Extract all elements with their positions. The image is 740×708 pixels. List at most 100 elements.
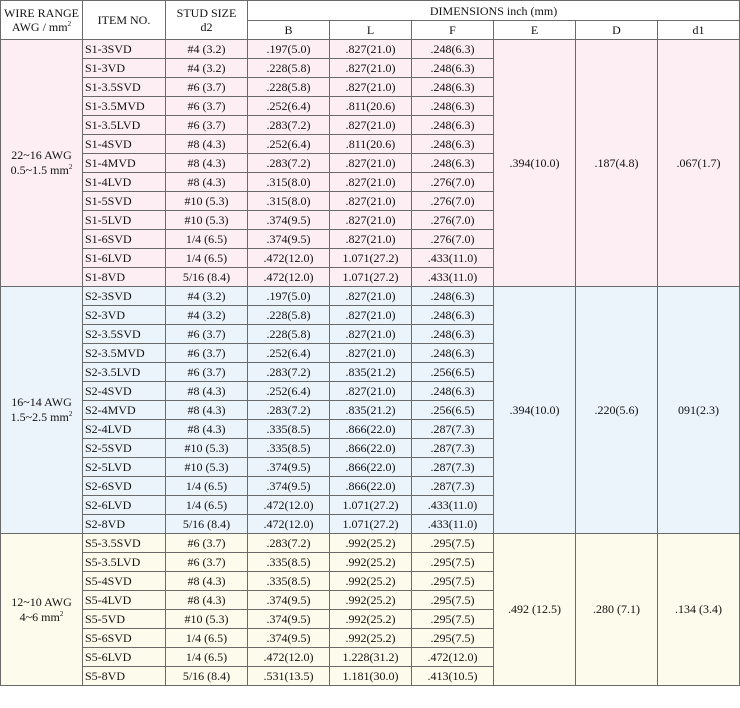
- dim-f-cell: .433(11.0): [411, 514, 494, 534]
- item-no-cell: S2-3.5LVD: [82, 362, 166, 382]
- dim-f-cell: .248(6.3): [411, 343, 494, 363]
- dim-b-cell: .315(8.0): [247, 191, 330, 211]
- dim-f-cell: .295(7.5): [411, 609, 494, 629]
- dim-l-cell: .835(21.2): [329, 362, 412, 382]
- dim-f-cell: .248(6.3): [411, 39, 494, 59]
- stud-size-cell: 1/4 (6.5): [165, 628, 248, 648]
- dim-b-cell: .252(6.4): [247, 381, 330, 401]
- item-no-cell: S1-3.5MVD: [82, 96, 166, 116]
- dim-d-cell: .187(4.8): [575, 39, 658, 287]
- item-no-cell: S2-4MVD: [82, 400, 166, 420]
- col-d1-header: d1: [656, 20, 740, 40]
- item-no-cell: S5-4LVD: [82, 590, 166, 610]
- item-no-cell: S1-6LVD: [82, 248, 166, 268]
- table-row: 12~10 AWG 4~6 mm2 S5-3.5SVD #6 (3.7) .283(7.…: [0, 533, 740, 686]
- dim-l-cell: 1.071(27.2): [329, 495, 412, 515]
- item-no-cell: S2-3VD: [82, 305, 166, 325]
- dim-f-cell: .433(11.0): [411, 495, 494, 515]
- stud-size-cell: #8 (4.3): [165, 590, 248, 610]
- stud-size-cell: #10 (5.3): [165, 438, 248, 458]
- dim-e-cell: .394(10.0): [493, 39, 576, 287]
- dim-d-cell: .220(5.6): [575, 286, 658, 534]
- dim-b-cell: .228(5.8): [247, 58, 330, 78]
- wire-awg: 12~10 AWG: [11, 594, 72, 609]
- stud-size-cell: #6 (3.7): [165, 96, 248, 116]
- stud-size-cell: #8 (4.3): [165, 134, 248, 154]
- wire-mm: 0.5~1.5 mm: [10, 163, 69, 177]
- table-row: S5-6LVD 1/4 (6.5) .472(12.0) 1.228(31.2) .47…: [1, 647, 740, 667]
- stud-size-cell: #10 (5.3): [165, 210, 248, 230]
- dim-l-cell: .866(22.0): [329, 476, 412, 496]
- dim-b-cell: .374(9.5): [247, 229, 330, 249]
- dim-l-cell: .992(25.2): [329, 590, 412, 610]
- col-l-header: L: [329, 20, 412, 40]
- wire-range-cell: 12~10 AWG 4~6 mm2: [0, 533, 83, 686]
- stud-size-cell: 1/4 (6.5): [165, 229, 248, 249]
- dimensions-table: WIRE RANGE AWG / mm2 ITEM NO. STUD SIZE …: [0, 0, 740, 686]
- dim-d1-cell: .067(1.7): [656, 39, 740, 287]
- item-no-cell: S1-3.5SVD: [82, 77, 166, 97]
- stud-size-cell: 5/16 (8.4): [165, 666, 248, 686]
- item-no-cell: S5-3.5SVD: [82, 533, 166, 553]
- wire-mm-sup: 2: [68, 163, 73, 171]
- col-e-header: E: [493, 20, 576, 40]
- stud-size-header: STUD SIZE d2: [165, 0, 248, 40]
- dim-f-cell: .433(11.0): [411, 267, 494, 287]
- dim-f-cell: .248(6.3): [411, 58, 494, 78]
- table-row: S1-5LVD #10 (5.3) .374(9.5) .827(21.0) .276(…: [1, 210, 740, 230]
- table-row: S2-8VD 5/16 (8.4) .472(12.0) 1.071(27.2) .43…: [1, 514, 740, 534]
- dim-l-cell: .827(21.0): [329, 172, 412, 192]
- stud-size-cell: #6 (3.7): [165, 552, 248, 572]
- wire-unit-label: AWG / mm: [11, 20, 68, 34]
- dim-f-cell: .287(7.3): [411, 438, 494, 458]
- dim-b-cell: .228(5.8): [247, 77, 330, 97]
- dim-b-cell: .252(6.4): [247, 134, 330, 154]
- wire-range-label: WIRE RANGE: [4, 6, 79, 20]
- item-no-cell: S1-4LVD: [82, 172, 166, 192]
- dim-l-cell: .992(25.2): [329, 533, 412, 553]
- stud-size-cell: 1/4 (6.5): [165, 476, 248, 496]
- dim-b-cell: .283(7.2): [247, 400, 330, 420]
- wire-range-cell: 16~14 AWG 1.5~2.5 mm2: [0, 286, 83, 534]
- dim-f-cell: .248(6.3): [411, 381, 494, 401]
- item-no-cell: S5-6LVD: [82, 647, 166, 667]
- stud-size-cell: #4 (3.2): [165, 286, 248, 306]
- dim-f-cell: .287(7.3): [411, 457, 494, 477]
- dim-b-cell: .315(8.0): [247, 172, 330, 192]
- dim-f-cell: .276(7.0): [411, 172, 494, 192]
- table-row: S2-3.5LVD #6 (3.7) .283(7.2) .835(21.2) .256…: [1, 362, 740, 382]
- stud-size-cell: #6 (3.7): [165, 343, 248, 363]
- dim-f-cell: .472(12.0): [411, 647, 494, 667]
- table-row: S5-5VD #10 (5.3) .374(9.5) .992(25.2) .295(7…: [1, 609, 740, 629]
- item-no-cell: S1-5SVD: [82, 191, 166, 211]
- dim-f-cell: .248(6.3): [411, 134, 494, 154]
- dim-l-cell: 1.228(31.2): [329, 647, 412, 667]
- dim-l-cell: .866(22.0): [329, 457, 412, 477]
- dim-b-cell: .335(8.5): [247, 438, 330, 458]
- dim-l-cell: .827(21.0): [329, 39, 412, 59]
- stud-size-cell: #10 (5.3): [165, 457, 248, 477]
- dim-b-cell: .374(9.5): [247, 210, 330, 230]
- item-no-cell: S5-8VD: [82, 666, 166, 686]
- stud-size-cell: #6 (3.7): [165, 362, 248, 382]
- dim-l-cell: .992(25.2): [329, 571, 412, 591]
- dim-b-cell: .283(7.2): [247, 153, 330, 173]
- dim-b-cell: .197(5.0): [247, 39, 330, 59]
- item-no-header: ITEM NO.: [82, 0, 166, 40]
- dim-l-cell: .811(20.6): [329, 134, 412, 154]
- item-no-cell: S2-6SVD: [82, 476, 166, 496]
- dim-f-cell: .248(6.3): [411, 115, 494, 135]
- stud-size-cell: 5/16 (8.4): [165, 514, 248, 534]
- stud-size-cell: #8 (4.3): [165, 381, 248, 401]
- wire-range-header: WIRE RANGE AWG / mm2: [0, 0, 83, 40]
- dim-f-cell: .248(6.3): [411, 96, 494, 116]
- stud-size-cell: #8 (4.3): [165, 400, 248, 420]
- wire-unit-sup: 2: [67, 20, 72, 28]
- table-row: S5-6SVD 1/4 (6.5) .374(9.5) .992(25.2) .295(…: [1, 628, 740, 648]
- dim-f-cell: .287(7.3): [411, 419, 494, 439]
- dim-f-cell: .295(7.5): [411, 552, 494, 572]
- stud-size-cell: #8 (4.3): [165, 172, 248, 192]
- item-no-cell: S5-5VD: [82, 609, 166, 629]
- table-row: S2-6LVD 1/4 (6.5) .472(12.0) 1.071(27.2) .43…: [1, 495, 740, 515]
- dim-l-cell: .992(25.2): [329, 552, 412, 572]
